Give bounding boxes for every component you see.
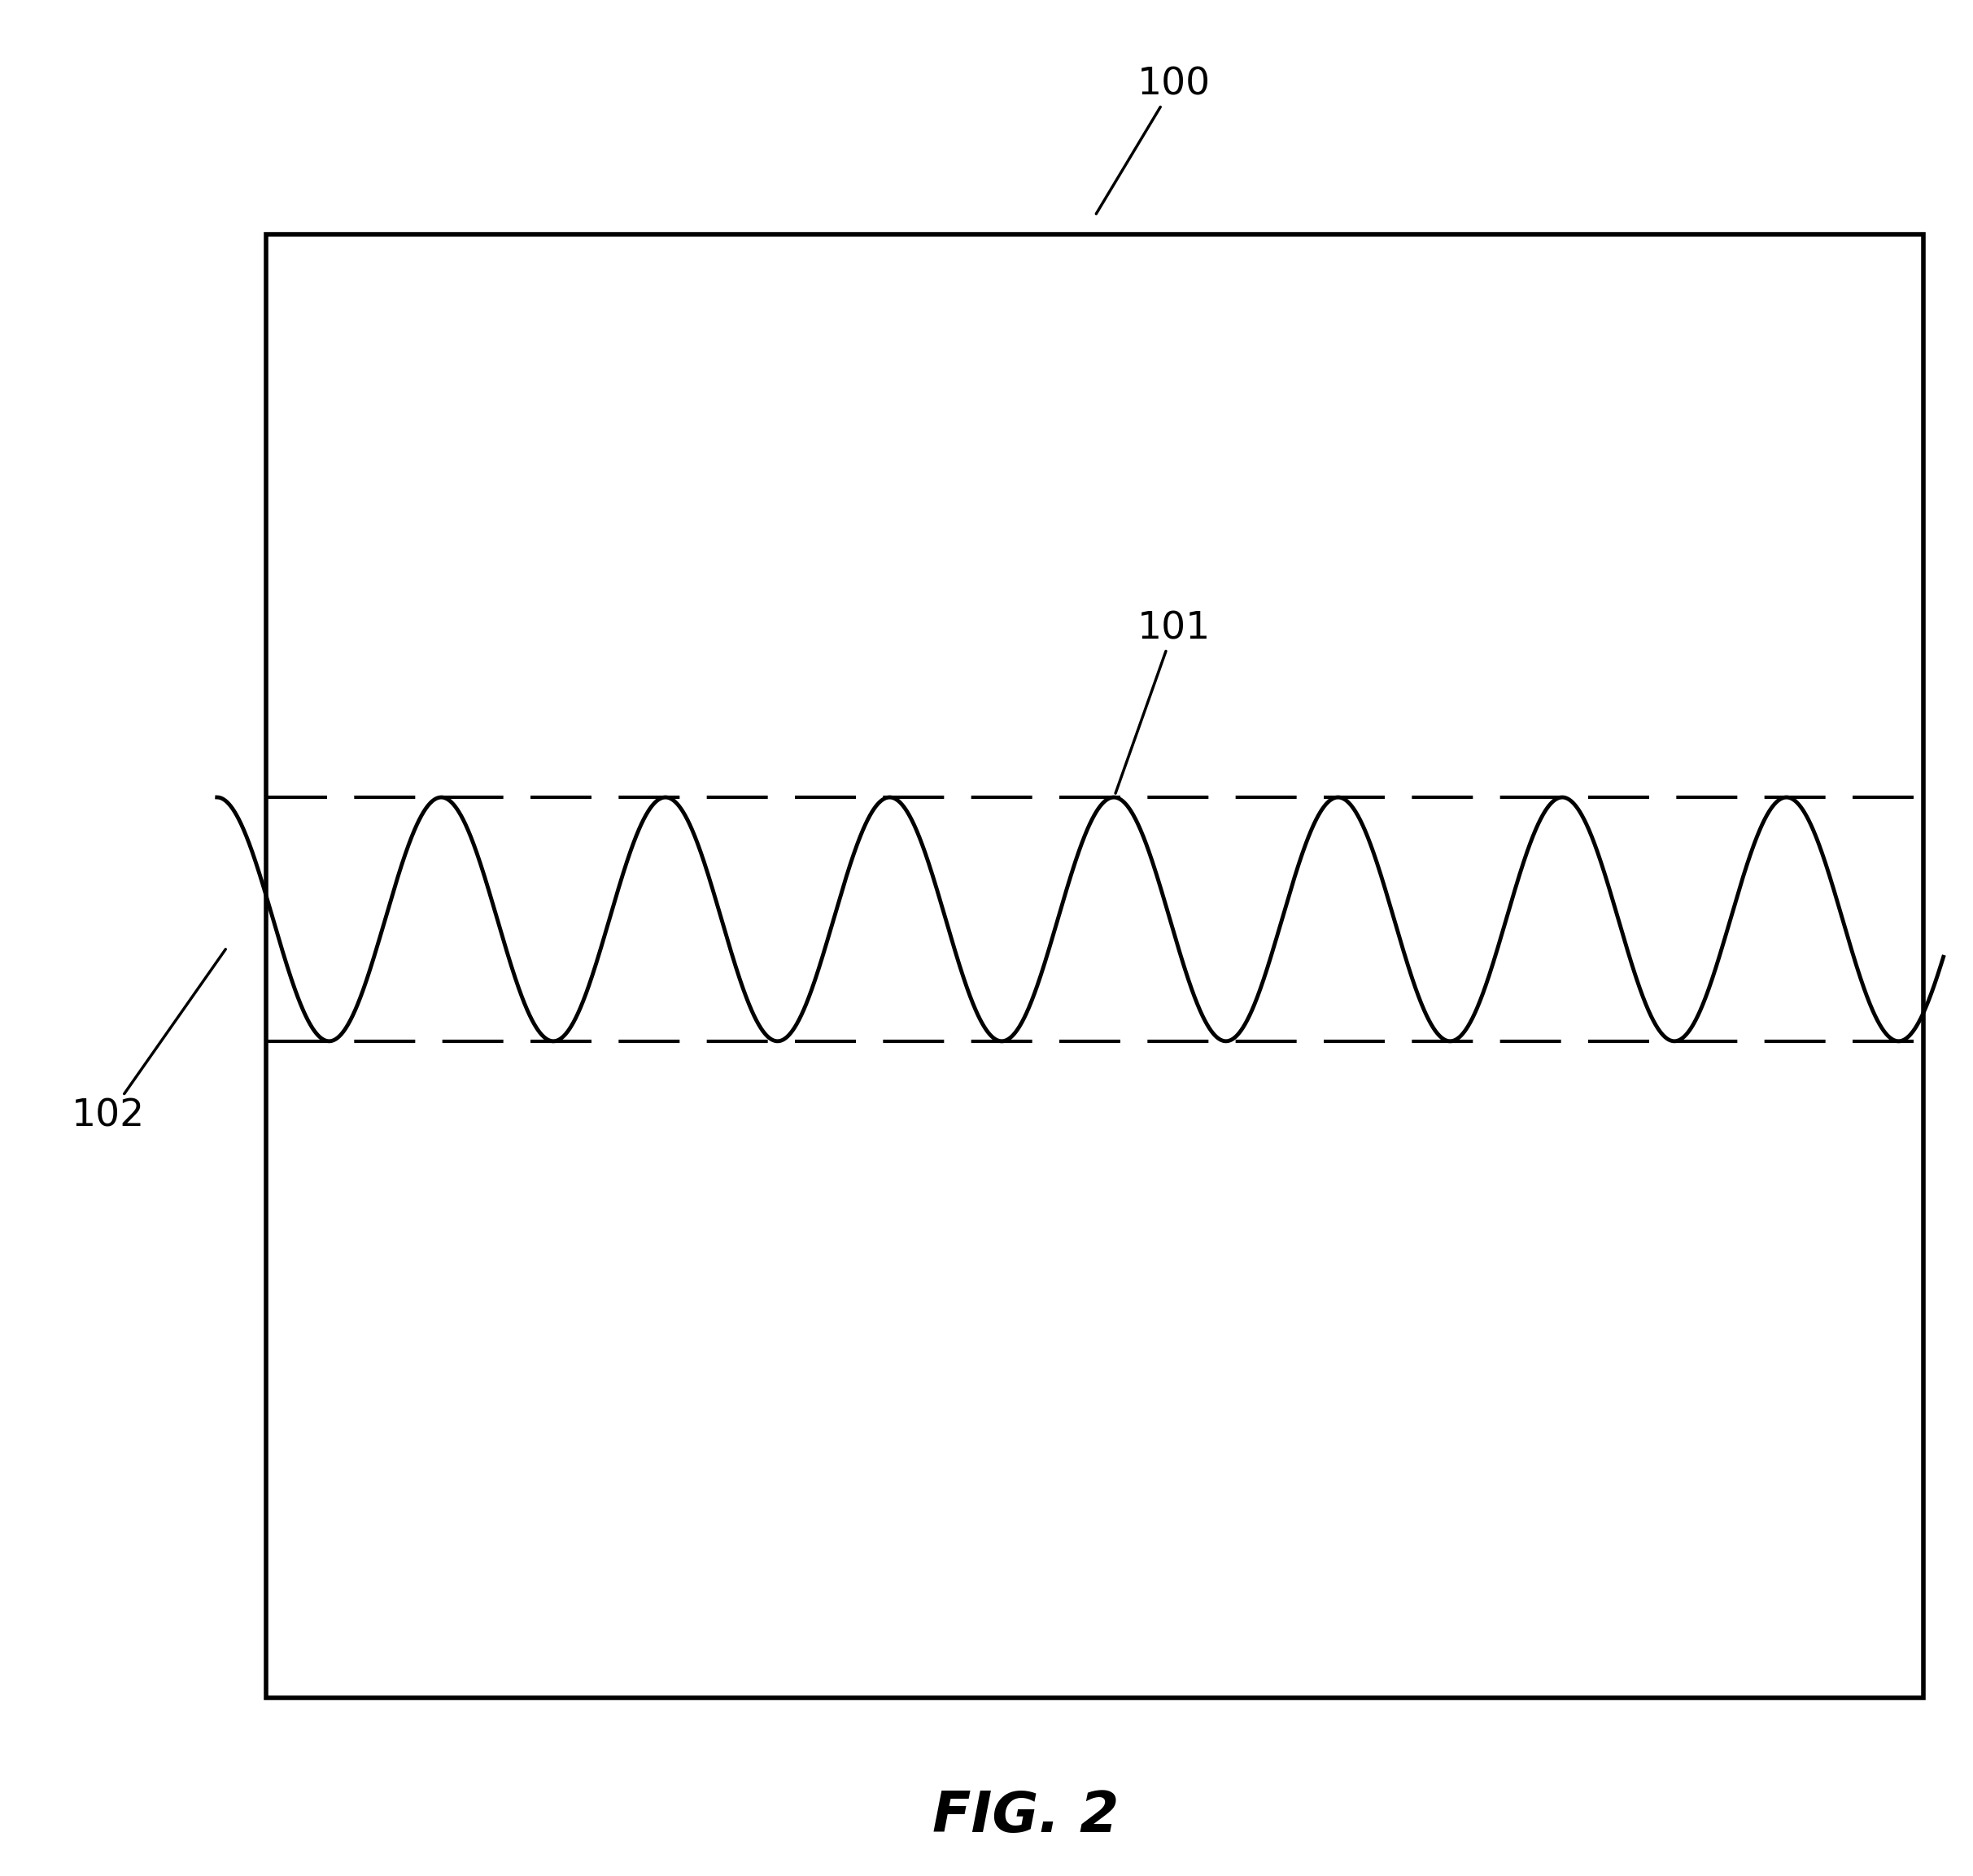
Bar [266,234,1924,1698]
Text: 102: 102 [71,949,225,1135]
Text: FIG. 2: FIG. 2 [933,1788,1119,1844]
Text: 101: 101 [1115,610,1211,794]
Text: 100: 100 [1097,66,1211,214]
